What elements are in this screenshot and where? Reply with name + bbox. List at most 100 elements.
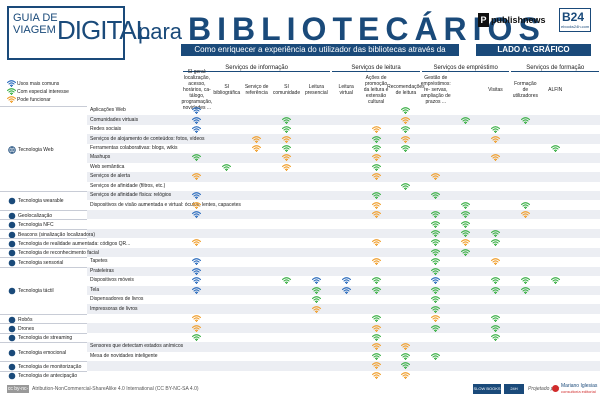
touch-icon: [8, 287, 16, 295]
row-label: Comunidades virtuais: [90, 116, 139, 123]
mariano-sub: consultoría editorial: [561, 389, 596, 394]
row-label: Aplicações Web: [90, 107, 126, 114]
row-label: Web semântica: [90, 163, 125, 170]
category: Beacons (sinalização localizadora): [0, 228, 95, 238]
wifi-icon: [401, 362, 411, 370]
group-header: Serviços de formação: [511, 64, 599, 72]
wifi-icon: [281, 116, 292, 124]
eye-icon: [8, 363, 16, 371]
mariano-name: Mariano Iglesias: [561, 383, 598, 389]
category-label: Beacons (sinalização localizadora): [18, 231, 95, 238]
row-label: Mashups: [90, 154, 111, 161]
wifi-icon: [401, 353, 411, 360]
b24-sub: ebooks24h.com: [561, 24, 590, 29]
column-header: SI bibliográfica: [213, 83, 241, 96]
globe-icon: [8, 145, 16, 154]
qr-icon: [8, 240, 16, 248]
wifi-icon: [431, 277, 441, 285]
category-label: Tecnologia NFC: [18, 222, 54, 229]
table-row: [87, 323, 600, 333]
category-label: Robôs: [18, 316, 33, 323]
logo-line3: DIGITAL: [57, 15, 150, 45]
wifi-icon: [431, 353, 441, 360]
column-header: ALFIN: [548, 86, 563, 93]
table-row: Impressoras de livros: [87, 304, 600, 314]
wifi-icon: [192, 324, 202, 332]
wifi-icon: [431, 211, 441, 219]
wifi-icon: [311, 286, 321, 294]
wifi-icon: [192, 277, 202, 285]
group-header: Serviços de informação: [183, 64, 331, 72]
publishnews-logo: P publishnews: [478, 13, 546, 29]
wifi-icon: [371, 334, 381, 342]
wifi-icon: [192, 201, 202, 209]
legend: Usos mais comuns Com especial interesse Po…: [7, 80, 87, 106]
column-header: [451, 73, 481, 106]
wifi-icon: [431, 324, 441, 332]
legend-label: Pode funcionar: [17, 97, 51, 103]
wifi-icon: [371, 286, 381, 294]
table-row: [87, 371, 600, 380]
wifi-icon: [520, 201, 530, 209]
wifi-icon: [490, 239, 501, 247]
table-row: Tapetes: [87, 257, 600, 266]
wifi-icon: [281, 154, 292, 162]
wifi-icon: [401, 183, 411, 190]
category-label: Tecnologia wearable: [18, 198, 64, 205]
wifi-icon: [281, 145, 292, 153]
wifi-icon: [371, 135, 381, 143]
wifi-icon: [431, 239, 441, 247]
24h-logo: 24H: [504, 384, 524, 394]
table-row: Mesa de novidades inteligente: [87, 352, 600, 361]
wifi-icon: [490, 230, 501, 238]
column-header: [570, 73, 600, 106]
wifi-icon: [461, 230, 471, 238]
heart-icon: [8, 349, 16, 357]
group-headers: Serviços de informação Serviços de leitur…: [182, 64, 600, 72]
wifi-icon: [192, 154, 202, 162]
wifi-icon: [192, 192, 202, 200]
table-row: Serviços de afinidade (filtros, etc.): [87, 182, 600, 191]
wifi-icon: [371, 173, 381, 181]
column-header: SI geral: localização, acesso, horários,…: [181, 68, 213, 111]
row-label: Sensores que detectam estados anímicos: [90, 343, 184, 350]
wifi-icon: [520, 286, 530, 294]
wifi-icon: [431, 305, 441, 313]
wifi-icon: [401, 126, 411, 134]
category: Tecnologia de reconhecimento facial: [0, 247, 99, 257]
column-header: Recomendações de leitura: [387, 83, 425, 96]
category-label: Tecnologia de realidade aumentada: códig…: [18, 240, 131, 247]
table-row: [87, 219, 600, 228]
wifi-icon: [550, 277, 560, 285]
wifi-icon: [7, 88, 16, 95]
wifi-icon: [490, 315, 501, 323]
row-label: Mesa de novidades inteligente: [90, 352, 158, 359]
category: Tecnologia de streaming: [0, 332, 87, 342]
row-label: Serviços de alerta: [90, 173, 131, 180]
wifi-icon: [371, 201, 381, 209]
wifi-icon: [192, 211, 202, 219]
wifi-icon: [431, 286, 441, 294]
wifi-icon: [431, 173, 441, 181]
table-row: [87, 361, 600, 371]
wifi-icon: [431, 268, 441, 275]
table-row: Serviços de alerta: [87, 172, 600, 182]
column-header: Ações de promoção da leitura e extensão …: [363, 74, 389, 105]
category-label: Geolocalização: [18, 212, 53, 219]
watch-icon: [8, 197, 16, 205]
category: Tecnologia NFC: [0, 219, 87, 229]
wifi-icon: [490, 154, 501, 162]
mariano-logo: Mariano Iglesias consultoría editorial: [552, 383, 598, 395]
wifi-icon: [192, 258, 202, 266]
group-header: Serviços de empréstimo: [421, 64, 510, 72]
wifi-icon: [520, 277, 530, 285]
b24-logo: B24 ebooks24h.com: [559, 8, 591, 32]
wifi-icon: [281, 164, 292, 172]
clock-icon: [8, 372, 16, 380]
wifi-icon: [371, 239, 381, 247]
wifi-icon: [371, 371, 381, 379]
wifi-icon: [490, 258, 501, 266]
wifi-icon: [371, 192, 381, 200]
table-row: Dispositivos móveis: [87, 276, 600, 285]
